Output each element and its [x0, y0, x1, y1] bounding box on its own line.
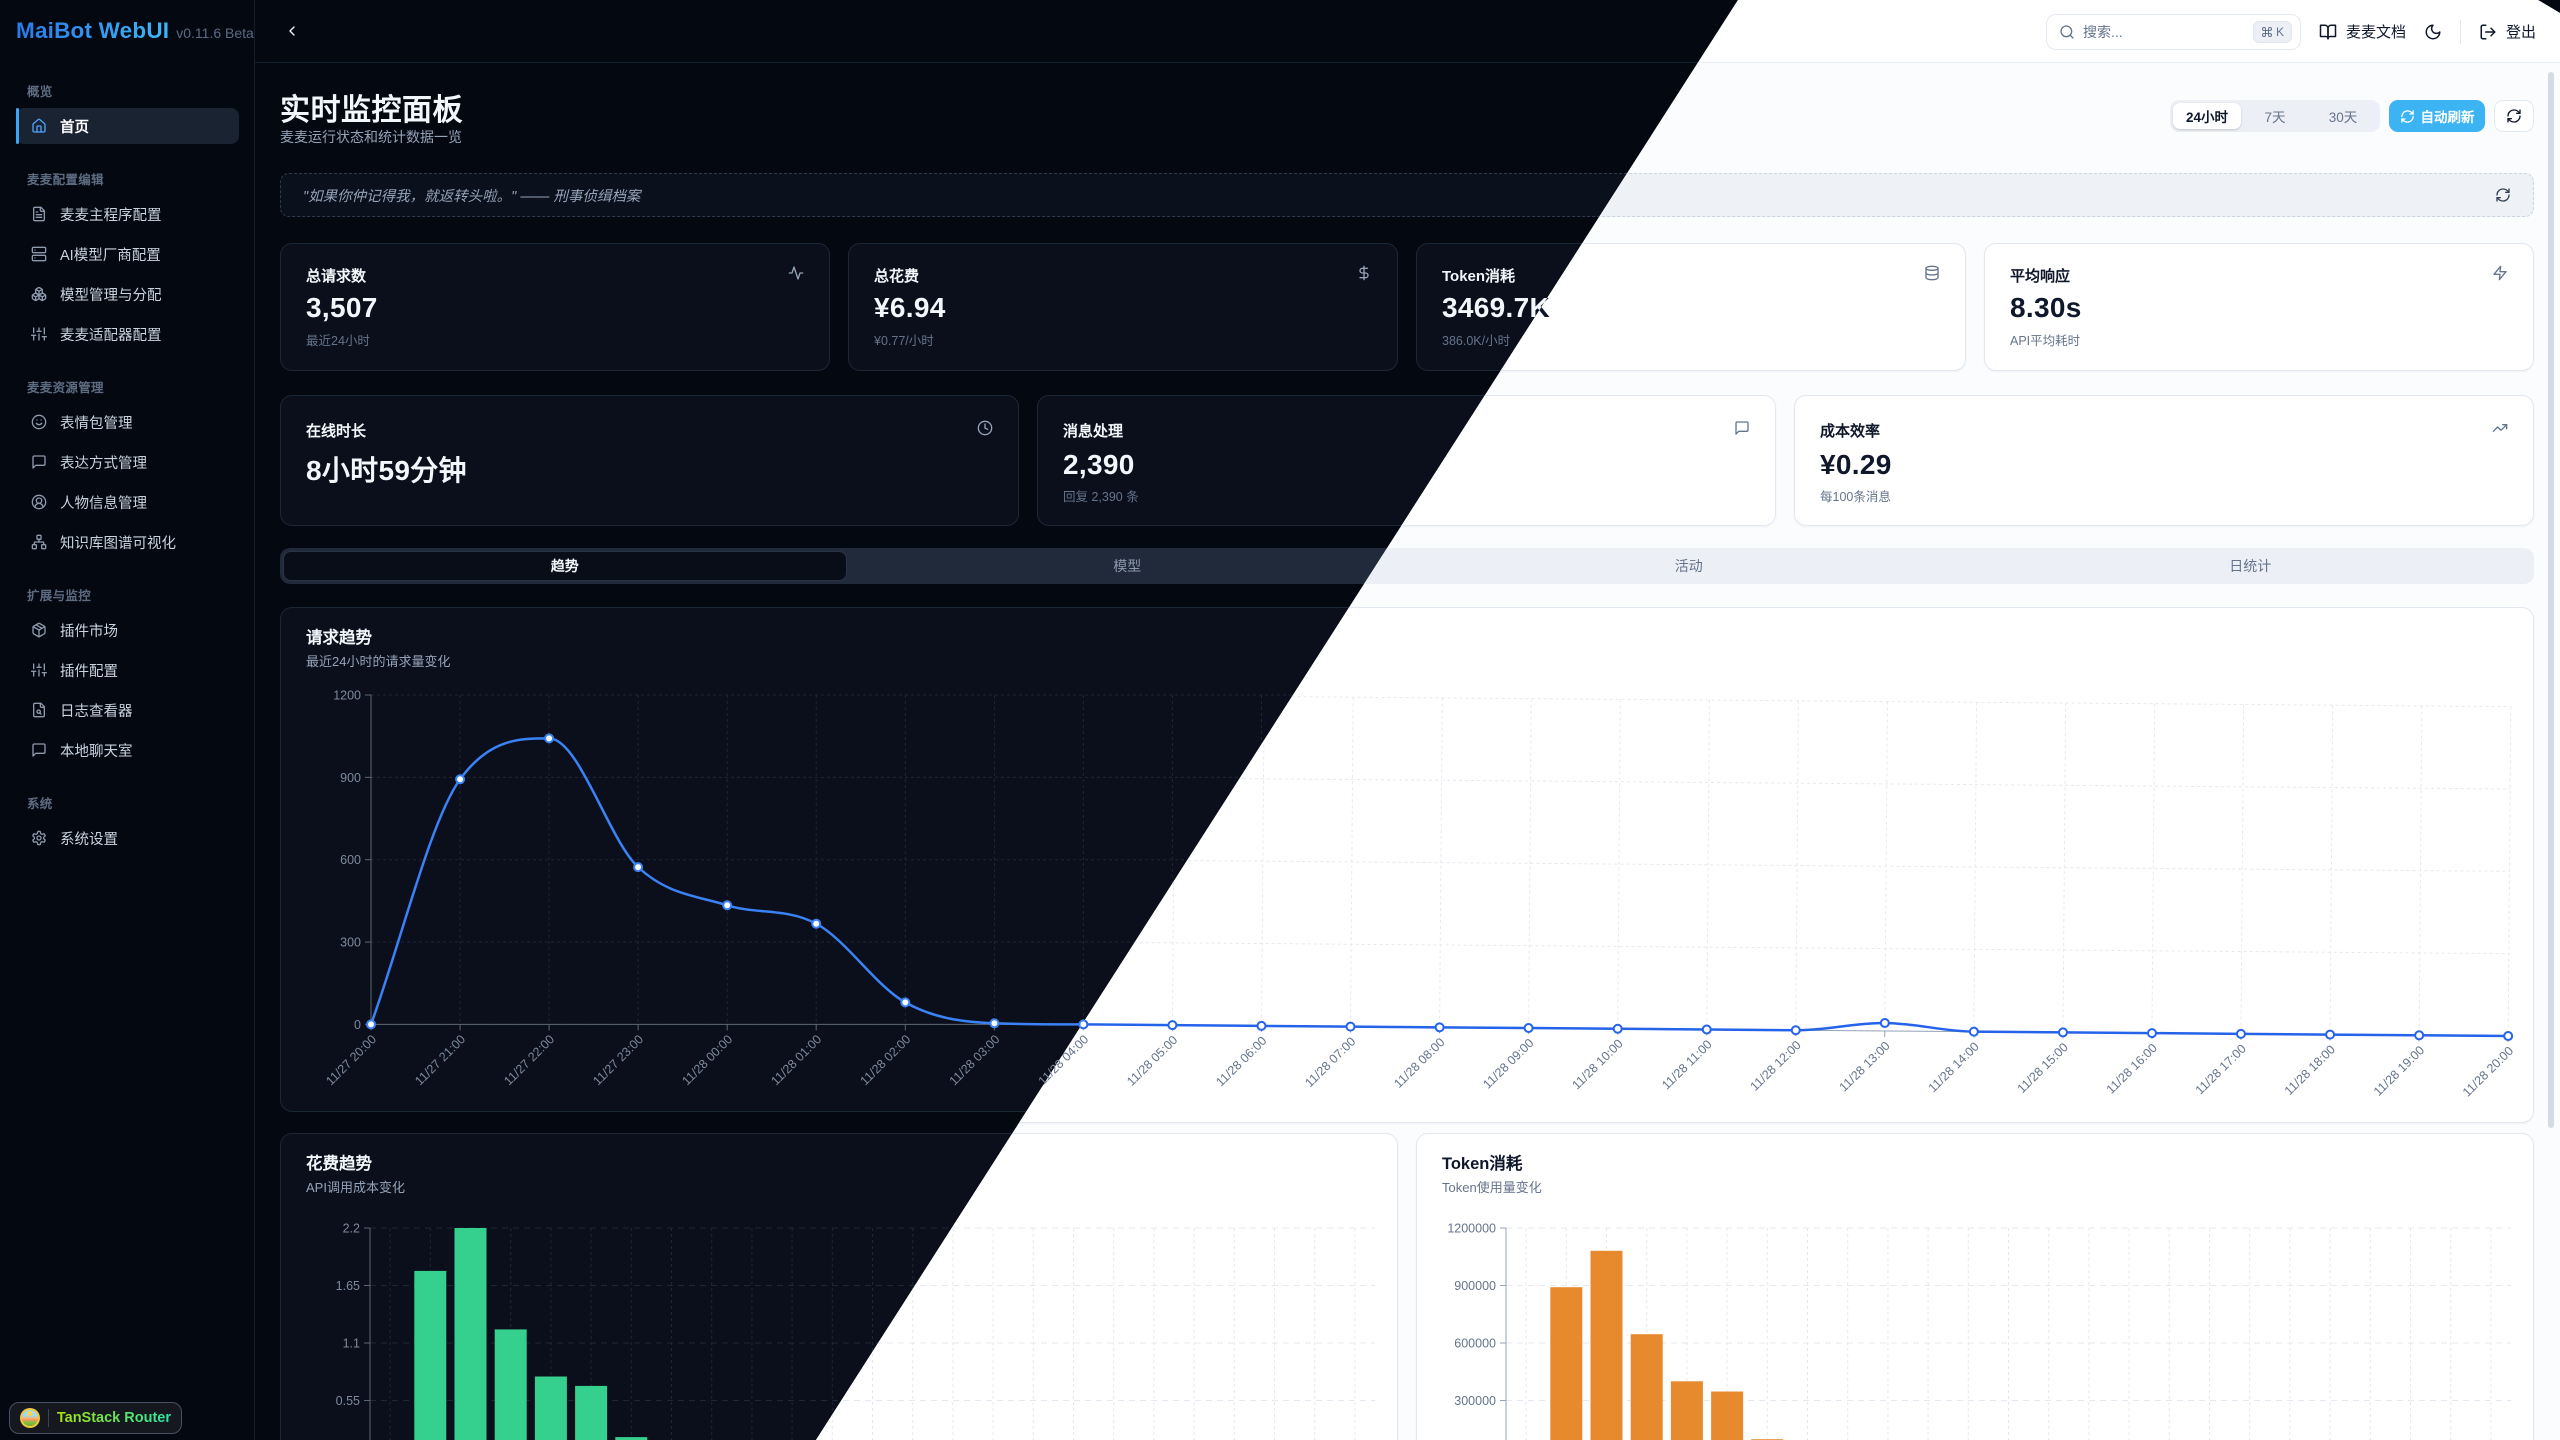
- svg-text:11/28 06:00: 11/28 06:00: [1213, 1034, 1269, 1090]
- svg-text:11/28 13:00: 11/28 13:00: [1837, 1039, 1893, 1095]
- svg-text:11/28 18:00: 11/28 18:00: [2282, 1042, 2338, 1098]
- svg-text:11/28 07:00: 11/28 07:00: [1302, 1034, 1358, 1090]
- svg-text:900: 900: [340, 771, 361, 785]
- svg-text:11/28 09:00: 11/28 09:00: [1480, 1036, 1536, 1092]
- svg-text:11/28 11:00: 11/28 11:00: [1659, 1037, 1715, 1092]
- svg-text:11/28 10:00: 11/28 10:00: [1569, 1037, 1625, 1093]
- svg-text:0.55: 0.55: [336, 1394, 360, 1408]
- svg-text:11/28 05:00: 11/28 05:00: [1124, 1033, 1180, 1089]
- svg-text:11/27 22:00: 11/27 22:00: [501, 1032, 557, 1088]
- svg-text:1.1: 1.1: [343, 1337, 360, 1351]
- svg-text:11/27 23:00: 11/27 23:00: [590, 1032, 646, 1088]
- svg-text:11/28 02:00: 11/28 02:00: [857, 1032, 913, 1088]
- svg-text:1200000: 1200000: [1447, 1222, 1496, 1236]
- svg-text:11/28 01:00: 11/28 01:00: [768, 1032, 824, 1088]
- svg-text:11/28 19:00: 11/28 19:00: [2371, 1043, 2427, 1099]
- svg-text:11/28 00:00: 11/28 00:00: [679, 1032, 735, 1088]
- svg-text:11/27 21:00: 11/27 21:00: [412, 1032, 468, 1088]
- svg-text:11/28 08:00: 11/28 08:00: [1391, 1035, 1447, 1091]
- svg-text:600: 600: [340, 853, 361, 867]
- svg-text:900000: 900000: [1454, 1279, 1496, 1293]
- svg-text:600000: 600000: [1454, 1337, 1496, 1351]
- svg-text:11/28 16:00: 11/28 16:00: [2104, 1041, 2160, 1097]
- svg-text:11/27 20:00: 11/27 20:00: [323, 1032, 379, 1088]
- svg-text:1200: 1200: [333, 689, 361, 703]
- svg-text:11/28 20:00: 11/28 20:00: [2460, 1044, 2516, 1100]
- svg-text:1.65: 1.65: [336, 1279, 360, 1293]
- svg-text:300: 300: [340, 936, 361, 950]
- svg-text:11/28 15:00: 11/28 15:00: [2015, 1040, 2071, 1096]
- svg-text:300000: 300000: [1454, 1394, 1496, 1408]
- svg-text:11/28 03:00: 11/28 03:00: [947, 1032, 1003, 1088]
- svg-text:11/28 12:00: 11/28 12:00: [1748, 1038, 1804, 1094]
- svg-text:11/28 17:00: 11/28 17:00: [2193, 1042, 2249, 1098]
- svg-text:2.2: 2.2: [343, 1222, 360, 1236]
- svg-text:11/28 14:00: 11/28 14:00: [1926, 1039, 1982, 1095]
- svg-text:0: 0: [354, 1018, 361, 1032]
